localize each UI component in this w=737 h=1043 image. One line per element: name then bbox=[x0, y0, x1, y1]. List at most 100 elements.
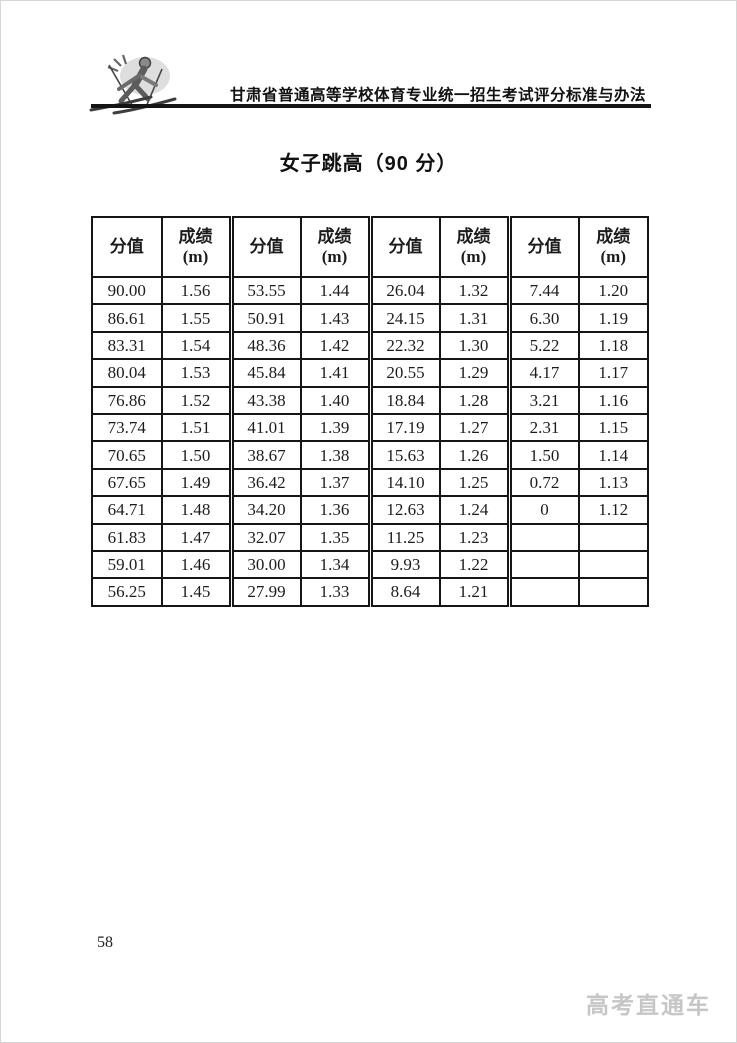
result-cell: 1.37 bbox=[299, 467, 371, 498]
result-column-header: 成绩 (m) bbox=[577, 216, 649, 278]
score-cell: 59.01 bbox=[91, 549, 163, 580]
result-cell: 1.13 bbox=[577, 467, 649, 498]
score-cell bbox=[506, 549, 580, 580]
score-cell: 86.61 bbox=[91, 303, 163, 333]
score-cell: 26.04 bbox=[367, 275, 441, 306]
watermark: 高考直通车 bbox=[586, 992, 711, 1018]
result-cell: 1.30 bbox=[438, 330, 510, 361]
result-cell: 1.17 bbox=[577, 358, 649, 388]
score-cell: 67.65 bbox=[91, 467, 163, 498]
score-cell: 83.31 bbox=[91, 330, 163, 361]
score-cell: 6.30 bbox=[506, 303, 580, 333]
score-cell: 5.22 bbox=[506, 330, 580, 361]
score-cell: 7.44 bbox=[506, 275, 580, 306]
score-cell: 3.21 bbox=[506, 385, 580, 415]
result-cell bbox=[577, 577, 649, 607]
header-title: 甘肃省普通高等学校体育专业统一招生考试评分标准与办法 bbox=[229, 87, 646, 104]
page-number: 58 bbox=[97, 934, 113, 951]
score-cell: 8.64 bbox=[367, 577, 441, 607]
result-cell: 1.34 bbox=[299, 549, 371, 580]
result-cell: 1.26 bbox=[438, 440, 510, 470]
table-row: 73.74 1.51 41.01 1.39 17.19 1.27 2.31 1.15 bbox=[91, 412, 649, 443]
result-cell: 1.49 bbox=[160, 467, 232, 498]
result-cell: 1.52 bbox=[160, 385, 232, 415]
score-cell: 73.74 bbox=[91, 412, 163, 443]
score-cell: 48.36 bbox=[228, 330, 302, 361]
result-cell: 1.41 bbox=[299, 358, 371, 388]
score-cell: 61.83 bbox=[91, 522, 163, 552]
score-cell: 18.84 bbox=[367, 385, 441, 415]
table-row: 59.01 1.46 30.00 1.34 9.93 1.22 bbox=[91, 549, 649, 580]
score-cell: 34.20 bbox=[228, 495, 302, 525]
result-cell: 1.16 bbox=[577, 385, 649, 415]
score-cell: 22.32 bbox=[367, 330, 441, 361]
header-rule bbox=[91, 104, 651, 108]
result-cell: 1.22 bbox=[438, 549, 510, 580]
score-cell: 14.10 bbox=[367, 467, 441, 498]
score-cell bbox=[506, 577, 580, 607]
result-cell bbox=[577, 549, 649, 580]
result-cell: 1.56 bbox=[160, 275, 232, 306]
result-cell: 1.24 bbox=[438, 495, 510, 525]
result-column-header: 成绩 (m) bbox=[438, 216, 510, 278]
score-cell: 56.25 bbox=[91, 577, 163, 607]
result-cell: 1.19 bbox=[577, 303, 649, 333]
score-column-header: 分值 bbox=[506, 216, 580, 278]
score-cell: 0.72 bbox=[506, 467, 580, 498]
score-cell: 11.25 bbox=[367, 522, 441, 552]
score-cell: 24.15 bbox=[367, 303, 441, 333]
score-cell bbox=[506, 522, 580, 552]
table-row: 86.61 1.55 50.91 1.43 24.15 1.31 6.30 1.19 bbox=[91, 303, 649, 333]
score-cell: 32.07 bbox=[228, 522, 302, 552]
score-cell: 17.19 bbox=[367, 412, 441, 443]
header-row: 分值 成绩 (m) 分值 成绩 (m) 分值 成绩 (m) 分值 成绩 (m) bbox=[91, 216, 649, 278]
result-cell: 1.51 bbox=[160, 412, 232, 443]
result-cell bbox=[577, 522, 649, 552]
result-cell: 1.42 bbox=[299, 330, 371, 361]
result-cell: 1.27 bbox=[438, 412, 510, 443]
score-cell: 53.55 bbox=[228, 275, 302, 306]
result-cell: 1.44 bbox=[299, 275, 371, 306]
result-cell: 1.12 bbox=[577, 495, 649, 525]
result-cell: 1.25 bbox=[438, 467, 510, 498]
score-table-header: 分值 成绩 (m) 分值 成绩 (m) 分值 成绩 (m) 分值 成绩 (m) bbox=[91, 216, 649, 278]
score-cell: 20.55 bbox=[367, 358, 441, 388]
score-cell: 41.01 bbox=[228, 412, 302, 443]
score-cell: 76.86 bbox=[91, 385, 163, 415]
score-cell: 0 bbox=[506, 495, 580, 525]
score-cell: 90.00 bbox=[91, 275, 163, 306]
table-row: 67.65 1.49 36.42 1.37 14.10 1.25 0.72 1.13 bbox=[91, 467, 649, 498]
result-cell: 1.29 bbox=[438, 358, 510, 388]
page-title: 女子跳高（90 分） bbox=[279, 153, 458, 175]
result-column-header: 成绩 (m) bbox=[160, 216, 232, 278]
result-cell: 1.14 bbox=[577, 440, 649, 470]
score-cell: 15.63 bbox=[367, 440, 441, 470]
score-cell: 45.84 bbox=[228, 358, 302, 388]
score-cell: 30.00 bbox=[228, 549, 302, 580]
table-row: 90.00 1.56 53.55 1.44 26.04 1.32 7.44 1.20 bbox=[91, 275, 649, 306]
score-cell: 70.65 bbox=[91, 440, 163, 470]
result-cell: 1.40 bbox=[299, 385, 371, 415]
score-cell: 36.42 bbox=[228, 467, 302, 498]
score-cell: 2.31 bbox=[506, 412, 580, 443]
result-cell: 1.53 bbox=[160, 358, 232, 388]
score-cell: 80.04 bbox=[91, 358, 163, 388]
result-cell: 1.39 bbox=[299, 412, 371, 443]
score-cell: 43.38 bbox=[228, 385, 302, 415]
table-row: 70.65 1.50 38.67 1.38 15.63 1.26 1.50 1.14 bbox=[91, 440, 649, 470]
result-cell: 1.18 bbox=[577, 330, 649, 361]
result-cell: 1.54 bbox=[160, 330, 232, 361]
result-cell: 1.46 bbox=[160, 549, 232, 580]
score-cell: 4.17 bbox=[506, 358, 580, 388]
result-cell: 1.35 bbox=[299, 522, 371, 552]
result-cell: 1.33 bbox=[299, 577, 371, 607]
score-cell: 27.99 bbox=[228, 577, 302, 607]
table-row: 56.25 1.45 27.99 1.33 8.64 1.21 bbox=[91, 577, 649, 607]
score-cell: 12.63 bbox=[367, 495, 441, 525]
score-table-body: 90.00 1.56 53.55 1.44 26.04 1.32 7.44 1.20 86.61… bbox=[91, 275, 649, 607]
result-cell: 1.50 bbox=[160, 440, 232, 470]
result-cell: 1.55 bbox=[160, 303, 232, 333]
result-cell: 1.15 bbox=[577, 412, 649, 443]
table-row: 61.83 1.47 32.07 1.35 11.25 1.23 bbox=[91, 522, 649, 552]
